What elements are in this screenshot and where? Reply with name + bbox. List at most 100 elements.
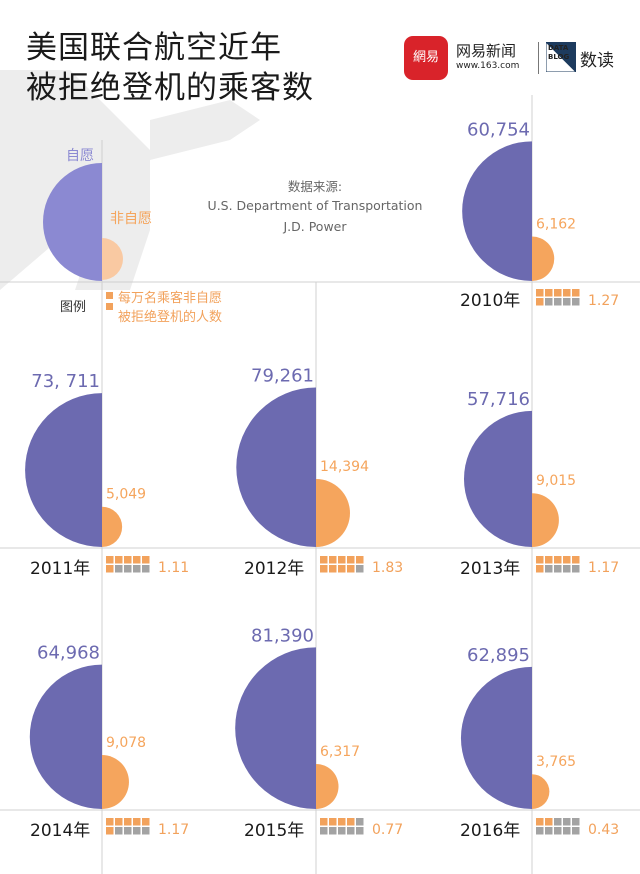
rate-value-label: 1.11 bbox=[158, 560, 189, 576]
example-voluntary-label: 自愿 bbox=[66, 148, 94, 164]
involuntary-half-circle bbox=[532, 774, 550, 809]
rate-grid-square bbox=[347, 827, 355, 835]
source-heading: 数据来源: bbox=[287, 179, 343, 194]
page-title-line2: 被拒绝登机的乘客数 bbox=[26, 70, 314, 106]
voluntary-value-label: 79,261 bbox=[251, 365, 314, 386]
rate-grid-square bbox=[536, 556, 544, 564]
involuntary-value-label: 6,162 bbox=[536, 217, 576, 233]
involuntary-value-label: 9,015 bbox=[536, 473, 576, 489]
brand-column: 数读 bbox=[580, 51, 614, 71]
voluntary-half-circle bbox=[25, 393, 102, 547]
rate-grid-square bbox=[545, 565, 553, 573]
rate-grid-square bbox=[142, 556, 150, 564]
year-label: 2015年 bbox=[244, 821, 304, 841]
data-blog-badge-text: DATA BLOG bbox=[548, 44, 570, 61]
rate-grid-square bbox=[338, 818, 346, 826]
rate-grid-square bbox=[320, 818, 328, 826]
involuntary-value-label: 9,078 bbox=[106, 735, 146, 751]
rate-grid-square bbox=[124, 818, 132, 826]
voluntary-value-label: 62,895 bbox=[467, 645, 530, 666]
rate-grid-square bbox=[563, 289, 571, 297]
rate-grid-square bbox=[554, 289, 562, 297]
rate-value-label: 1.17 bbox=[158, 822, 189, 838]
rate-grid-square bbox=[115, 827, 123, 835]
legend-square-icon bbox=[106, 292, 113, 299]
example-chart bbox=[43, 163, 123, 281]
brand-divider bbox=[538, 42, 539, 74]
rate-grid-square bbox=[142, 818, 150, 826]
rate-grid-square bbox=[536, 289, 544, 297]
rate-grid-square bbox=[115, 565, 123, 573]
voluntary-half-circle bbox=[463, 410, 532, 547]
involuntary-value-label: 14,394 bbox=[320, 459, 369, 475]
involuntary-half-circle bbox=[316, 479, 350, 547]
rate-grid-square bbox=[554, 556, 562, 564]
rate-grid-square bbox=[133, 565, 141, 573]
rate-grid-square bbox=[545, 556, 553, 564]
voluntary-value-label: 57,716 bbox=[467, 389, 530, 410]
voluntary-half-circle bbox=[460, 666, 532, 809]
rate-grid-square bbox=[356, 818, 364, 826]
source-line1: U.S. Department of Transportation bbox=[207, 198, 423, 213]
rate-grid-square bbox=[320, 565, 328, 573]
involuntary-half-circle bbox=[102, 755, 129, 809]
rate-grid-square bbox=[536, 565, 544, 573]
rate-grid-square bbox=[320, 556, 328, 564]
year-label: 2013年 bbox=[460, 559, 520, 579]
rate-grid-square bbox=[329, 818, 337, 826]
voluntary-half-circle bbox=[462, 141, 532, 281]
rate-grid-square bbox=[554, 565, 562, 573]
rate-grid-square bbox=[133, 818, 141, 826]
rate-grid-square bbox=[329, 565, 337, 573]
example-involuntary-half bbox=[102, 238, 123, 280]
voluntary-half-circle bbox=[236, 387, 316, 547]
rate-grid-square bbox=[106, 818, 114, 826]
rate-value-label: 1.27 bbox=[588, 293, 619, 309]
rate-grid-square bbox=[356, 565, 364, 573]
rate-grid-square bbox=[338, 827, 346, 835]
rate-value-label: 1.17 bbox=[588, 560, 619, 576]
legend-text-line1: 每万名乘客非自愿 bbox=[118, 291, 223, 306]
rate-grid-square bbox=[572, 565, 580, 573]
rate-grid-square bbox=[142, 827, 150, 835]
rate-grid-square bbox=[329, 556, 337, 564]
rate-grid-square bbox=[356, 556, 364, 564]
year-label: 2010年 bbox=[460, 291, 520, 311]
rate-grid-square bbox=[115, 556, 123, 564]
example-voluntary-half bbox=[43, 163, 102, 281]
legend-label: 图例 bbox=[60, 300, 87, 315]
year-label: 2011年 bbox=[30, 559, 90, 579]
involuntary-half-circle bbox=[316, 763, 339, 809]
brand-name: 网易新闻 bbox=[456, 42, 517, 60]
rate-grid-square bbox=[563, 565, 571, 573]
rate-grid-square bbox=[545, 827, 553, 835]
rate-grid-square bbox=[356, 827, 364, 835]
rate-grid-square bbox=[124, 556, 132, 564]
rate-grid-square bbox=[563, 827, 571, 835]
rate-grid-square bbox=[142, 565, 150, 573]
rate-grid-square bbox=[572, 289, 580, 297]
legend-text-line2: 被拒绝登机的人数 bbox=[118, 310, 223, 325]
involuntary-value-label: 6,317 bbox=[320, 744, 360, 760]
rate-grid-square bbox=[572, 818, 580, 826]
rate-grid-square bbox=[133, 827, 141, 835]
involuntary-half-circle bbox=[102, 506, 123, 547]
involuntary-value-label: 5,049 bbox=[106, 487, 146, 503]
involuntary-half-circle bbox=[532, 493, 559, 547]
rate-grid-square bbox=[347, 818, 355, 826]
rate-grid-square bbox=[554, 298, 562, 306]
rate-grid-square bbox=[563, 556, 571, 564]
rate-grid-square bbox=[106, 565, 114, 573]
legend-square-icon bbox=[106, 303, 113, 310]
involuntary-half-circle bbox=[532, 236, 555, 281]
year-label: 2012年 bbox=[244, 559, 304, 579]
rate-value-label: 1.83 bbox=[372, 560, 403, 576]
voluntary-value-label: 73, 711 bbox=[31, 371, 100, 392]
rate-grid-square bbox=[536, 298, 544, 306]
rate-grid-square bbox=[347, 556, 355, 564]
rate-grid-square bbox=[554, 827, 562, 835]
rate-grid-square bbox=[347, 565, 355, 573]
involuntary-value-label: 3,765 bbox=[536, 754, 576, 770]
rate-grid-square bbox=[572, 298, 580, 306]
example-involuntary-label: 非自愿 bbox=[110, 211, 152, 227]
